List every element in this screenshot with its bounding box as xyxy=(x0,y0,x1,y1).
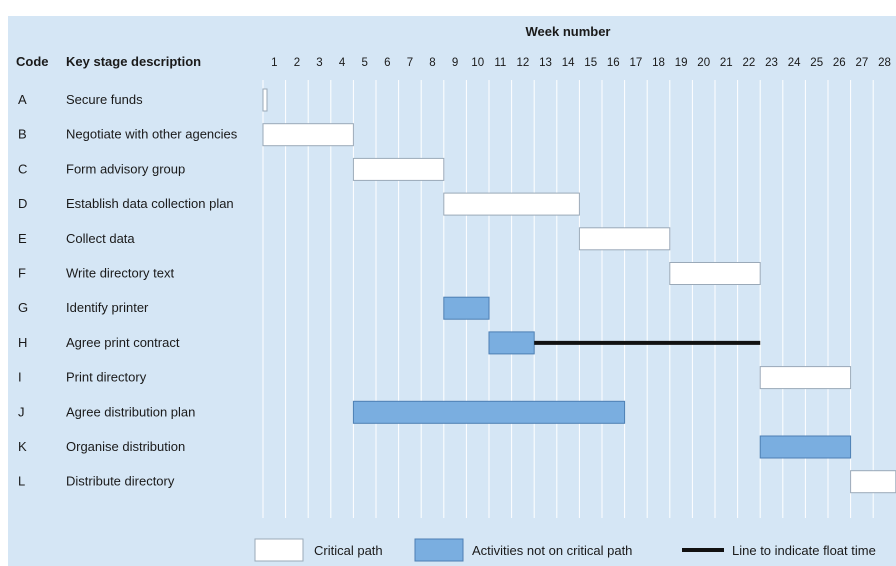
chart-title: Week number xyxy=(525,24,610,39)
task-code-L: L xyxy=(18,474,25,489)
task-bar-E xyxy=(578,227,671,251)
week-tick-14: 14 xyxy=(562,57,575,69)
task-code-B: B xyxy=(18,127,27,142)
week-tick-10: 10 xyxy=(471,57,484,69)
week-tick-2: 2 xyxy=(294,57,300,69)
task-bar-C xyxy=(352,157,445,181)
week-tick-17: 17 xyxy=(630,57,643,69)
week-tick-28: 28 xyxy=(878,57,891,69)
code-column-header: Code xyxy=(16,54,49,69)
week-tick-6: 6 xyxy=(384,57,390,69)
week-tick-7: 7 xyxy=(407,57,413,69)
task-bars xyxy=(262,88,896,494)
task-code-H: H xyxy=(18,335,27,350)
week-tick-16: 16 xyxy=(607,57,620,69)
legend-float-label: Line to indicate float time xyxy=(732,543,876,558)
task-bar-B xyxy=(262,123,354,147)
task-label-H: Agree print contract xyxy=(66,335,180,350)
task-code-F: F xyxy=(18,266,26,281)
week-tick-24: 24 xyxy=(788,57,801,69)
task-rows: A Secure funds B Negotiate with other agenc… xyxy=(18,92,238,489)
week-tick-25: 25 xyxy=(810,57,823,69)
week-tick-labels: 1 2 3 4 5 6 7 8 9 10 11 12 13 14 15 16 17 18 19 20 21 22 23 24 2… xyxy=(271,57,891,69)
week-tick-19: 19 xyxy=(675,57,688,69)
legend-noncritical-swatch xyxy=(414,538,464,562)
week-tick-23: 23 xyxy=(765,57,778,69)
task-bar-H xyxy=(488,331,535,355)
week-tick-15: 15 xyxy=(584,57,597,69)
week-tick-27: 27 xyxy=(856,57,869,69)
task-code-C: C xyxy=(18,161,27,176)
task-bar-I xyxy=(759,366,852,390)
task-label-F: Write directory text xyxy=(66,266,175,281)
task-bar-L xyxy=(850,470,896,494)
task-bar-G xyxy=(443,296,490,320)
legend-critical-swatch xyxy=(254,538,304,562)
task-bar-J xyxy=(352,400,626,424)
week-tick-5: 5 xyxy=(361,57,367,69)
task-label-C: Form advisory group xyxy=(66,161,185,176)
task-bar-K xyxy=(759,435,852,459)
task-code-A: A xyxy=(18,92,27,107)
week-tick-20: 20 xyxy=(697,57,710,69)
task-bar-D xyxy=(443,192,580,216)
description-column-header: Key stage description xyxy=(66,54,201,69)
task-code-J: J xyxy=(18,404,25,419)
week-tick-4: 4 xyxy=(339,57,346,69)
task-label-G: Identify printer xyxy=(66,300,149,315)
week-tick-11: 11 xyxy=(494,57,506,69)
task-label-I: Print directory xyxy=(66,370,147,385)
legend: Critical path Activities not on critical… xyxy=(254,538,876,562)
task-label-K: Organise distribution xyxy=(66,439,185,454)
task-code-I: I xyxy=(18,370,22,385)
task-label-E: Collect data xyxy=(66,231,135,246)
week-tick-26: 26 xyxy=(833,57,846,69)
week-tick-12: 12 xyxy=(517,57,530,69)
week-tick-3: 3 xyxy=(316,57,322,69)
task-bar-F xyxy=(669,262,761,285)
week-tick-8: 8 xyxy=(429,57,435,69)
week-tick-22: 22 xyxy=(743,57,756,69)
task-code-E: E xyxy=(18,231,27,246)
task-code-D: D xyxy=(18,196,27,211)
task-label-L: Distribute directory xyxy=(66,474,175,489)
gantt-panel: Week number Code Key stage description 1… xyxy=(8,16,896,566)
week-tick-21: 21 xyxy=(720,57,733,69)
legend-critical-label: Critical path xyxy=(314,543,383,558)
week-tick-13: 13 xyxy=(539,57,552,69)
task-code-G: G xyxy=(18,300,28,315)
week-tick-9: 9 xyxy=(452,57,458,69)
legend-noncritical-label: Activities not on critical path xyxy=(472,543,632,558)
task-code-K: K xyxy=(18,439,27,454)
task-label-D: Establish data collection plan xyxy=(66,196,234,211)
task-bar-A xyxy=(262,88,268,112)
task-label-A: Secure funds xyxy=(66,92,143,107)
task-label-J: Agree distribution plan xyxy=(66,404,195,419)
week-tick-1: 1 xyxy=(271,57,277,69)
week-tick-18: 18 xyxy=(652,57,665,69)
task-label-B: Negotiate with other agencies xyxy=(66,127,238,142)
gantt-chart: Week number Code Key stage description 1… xyxy=(16,24,896,562)
